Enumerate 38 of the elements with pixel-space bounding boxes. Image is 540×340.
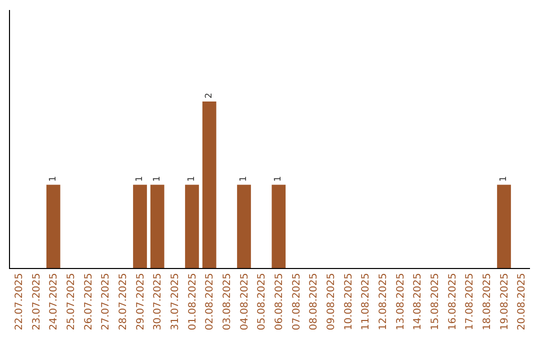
x-tick-label: 31.07.2025 xyxy=(170,273,181,330)
x-tick-label: 20.08.2025 xyxy=(516,273,528,330)
data-label: 1 xyxy=(499,176,509,182)
x-tick-label: 29.07.2025 xyxy=(135,273,146,330)
x-tick-label: 26.07.2025 xyxy=(83,273,94,330)
x-tick-label: 25.07.2025 xyxy=(66,273,77,330)
x-tick-label: 16.08.2025 xyxy=(447,273,458,330)
x-tick-label: 09.08.2025 xyxy=(326,273,337,330)
x-tick-label: 24.07.2025 xyxy=(48,273,60,330)
x-tick-label: 30.07.2025 xyxy=(152,273,164,330)
x-tick-label: 03.08.2025 xyxy=(222,273,233,330)
x-tick-label: 28.07.2025 xyxy=(118,273,129,330)
x-tick-label: 18.08.2025 xyxy=(482,273,493,330)
x-tick-label: 23.07.2025 xyxy=(31,273,42,330)
data-label: 1 xyxy=(152,176,162,182)
x-tick-label: 05.08.2025 xyxy=(256,273,268,330)
data-label: 1 xyxy=(239,176,249,182)
data-label: 1 xyxy=(135,176,145,182)
x-tick-label: 08.08.2025 xyxy=(308,273,320,330)
x-tick-label: 04.08.2025 xyxy=(239,273,250,330)
x-tick-label: 02.08.2025 xyxy=(204,273,216,330)
x-tick-label: 06.08.2025 xyxy=(274,273,285,330)
x-tick-label: 15.08.2025 xyxy=(430,273,441,330)
x-tick-label: 07.08.2025 xyxy=(291,273,302,330)
x-tick-label: 22.07.2025 xyxy=(14,273,25,330)
x-tick-label: 01.08.2025 xyxy=(187,273,198,330)
x-tick-label: 19.08.2025 xyxy=(499,273,510,330)
x-tick-label: 12.08.2025 xyxy=(378,273,389,330)
data-label: 1 xyxy=(187,176,197,182)
x-tick-label: 17.08.2025 xyxy=(464,273,476,330)
x-tick-label: 27.07.2025 xyxy=(100,273,112,330)
x-tick-label: 11.08.2025 xyxy=(360,273,372,330)
x-tick-label: 10.08.2025 xyxy=(343,273,354,330)
data-label: 1 xyxy=(48,176,58,182)
data-label: 1 xyxy=(274,176,284,182)
data-label: 2 xyxy=(204,92,214,99)
x-tick-label: 13.08.2025 xyxy=(395,273,406,330)
x-tick-label: 14.08.2025 xyxy=(412,273,424,330)
